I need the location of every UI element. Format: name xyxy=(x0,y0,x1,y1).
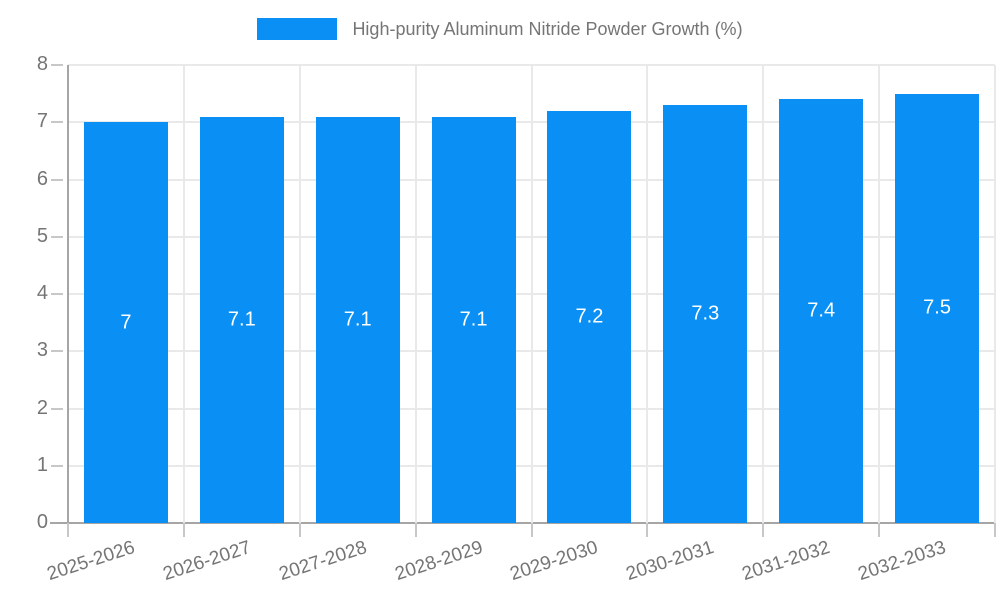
bar-value-label: 7.5 xyxy=(923,296,951,319)
y-axis-label: 7 xyxy=(36,110,48,133)
bar-value-label: 7 xyxy=(120,311,132,334)
x-tick-mark xyxy=(182,523,185,537)
x-axis-label: 2029-2030 xyxy=(508,537,601,586)
x-axis-label: 2027-2028 xyxy=(276,537,370,586)
y-axis-label: 2 xyxy=(36,396,48,419)
y-axis-line xyxy=(67,65,69,523)
x-axis-label: 2025-2026 xyxy=(44,537,138,586)
y-axis-label: 8 xyxy=(36,53,48,76)
legend-label: High-purity Aluminum Nitride Powder Grow… xyxy=(352,18,743,39)
legend-swatch xyxy=(257,18,338,40)
gridline-v xyxy=(878,65,881,523)
legend[interactable]: High-purity Aluminum Nitride Powder Grow… xyxy=(0,18,1000,40)
bar[interactable] xyxy=(547,110,632,523)
x-axis-label: 2032-2033 xyxy=(855,537,949,586)
gridline-v xyxy=(994,65,996,523)
bar-value-label: 7.1 xyxy=(459,308,488,331)
bar-value-label: 7.4 xyxy=(807,299,836,322)
x-tick-mark xyxy=(994,523,996,537)
y-axis-label: 4 xyxy=(36,282,48,305)
x-tick-mark xyxy=(298,523,301,537)
gridline-v xyxy=(298,65,301,523)
y-tick-mark xyxy=(51,293,63,295)
y-tick-mark xyxy=(51,407,63,410)
y-tick-mark xyxy=(51,235,63,238)
y-tick-mark xyxy=(51,121,63,124)
x-axis-line xyxy=(50,522,995,524)
gridline-v xyxy=(762,65,765,523)
x-axis-label: 2028-2029 xyxy=(392,537,486,586)
y-tick-mark xyxy=(51,350,63,353)
y-tick-mark xyxy=(51,178,63,181)
bar[interactable] xyxy=(315,116,400,523)
y-axis-label: 1 xyxy=(36,453,48,476)
x-tick-mark xyxy=(762,523,765,537)
gridline-v xyxy=(530,65,533,523)
y-axis-label: 0 xyxy=(36,511,48,534)
x-tick-mark xyxy=(67,523,69,537)
bar[interactable] xyxy=(663,105,748,523)
y-tick-mark xyxy=(51,64,63,66)
y-tick-mark xyxy=(51,464,63,467)
gridline-v xyxy=(414,65,417,523)
x-tick-mark xyxy=(530,523,533,537)
x-axis-label: 2026-2027 xyxy=(160,537,254,586)
gridline-v xyxy=(182,65,185,523)
y-axis-label: 6 xyxy=(36,167,48,190)
bar[interactable] xyxy=(431,116,516,523)
bar-value-label: 7.3 xyxy=(691,302,720,325)
y-axis-label: 3 xyxy=(36,339,48,362)
bar[interactable] xyxy=(83,122,168,523)
x-tick-mark xyxy=(646,523,649,537)
x-tick-mark xyxy=(878,523,881,537)
bar-value-label: 7.1 xyxy=(343,308,372,331)
x-axis-label: 2031-2032 xyxy=(739,537,833,586)
bar[interactable] xyxy=(779,99,864,523)
y-axis-label: 5 xyxy=(36,224,48,247)
x-axis-label: 2030-2031 xyxy=(623,537,717,586)
bar-value-label: 7.2 xyxy=(575,305,604,328)
x-tick-mark xyxy=(414,523,417,537)
gridline-v xyxy=(646,65,649,523)
bar-value-label: 7.1 xyxy=(227,308,256,331)
bar[interactable] xyxy=(199,116,284,523)
bar[interactable] xyxy=(895,93,980,523)
